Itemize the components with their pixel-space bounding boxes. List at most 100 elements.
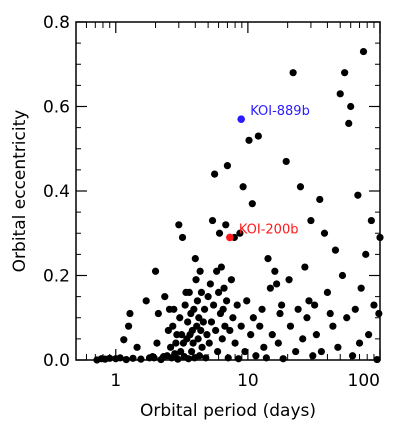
data-point xyxy=(207,318,216,326)
data-point xyxy=(233,301,241,309)
data-point xyxy=(188,347,196,356)
data-point xyxy=(212,326,220,335)
data-point xyxy=(256,322,264,330)
data-point xyxy=(373,355,381,364)
data-point xyxy=(177,347,185,356)
data-point xyxy=(197,326,205,335)
data-point xyxy=(312,331,320,339)
data-point xyxy=(331,246,340,254)
data-point xyxy=(206,280,214,288)
data-point xyxy=(170,305,178,313)
data-point xyxy=(345,119,353,127)
y-tick-label: 0.0 xyxy=(43,351,70,371)
data-point xyxy=(311,301,319,309)
data-point xyxy=(224,354,232,362)
data-point xyxy=(142,297,150,305)
data-point xyxy=(336,90,344,98)
data-point xyxy=(375,309,383,318)
data-point xyxy=(178,233,187,242)
data-point xyxy=(195,314,203,322)
data-point xyxy=(357,284,365,292)
data-point xyxy=(309,352,317,360)
data-point xyxy=(268,331,276,339)
data-point xyxy=(294,305,302,313)
plot-frame xyxy=(75,21,381,361)
data-point xyxy=(227,276,235,284)
data-point xyxy=(326,309,334,318)
data-point xyxy=(362,250,370,258)
data-point xyxy=(193,297,202,305)
data-point xyxy=(161,293,169,301)
data-point xyxy=(202,354,210,362)
data-point xyxy=(181,301,189,309)
data-point xyxy=(133,343,141,351)
data-point xyxy=(271,267,279,275)
data-point xyxy=(303,314,311,322)
data-point xyxy=(367,216,375,225)
data-point xyxy=(237,322,245,330)
data-point xyxy=(296,183,305,191)
data-point xyxy=(239,183,247,191)
data-point xyxy=(248,200,256,208)
data-point xyxy=(219,305,227,313)
data-point xyxy=(307,216,315,225)
data-point xyxy=(276,309,284,318)
data-point xyxy=(174,355,182,363)
data-point xyxy=(301,263,309,271)
data-point xyxy=(215,229,224,237)
data-point xyxy=(260,343,268,351)
data-point xyxy=(106,354,114,362)
data-point xyxy=(243,297,251,305)
data-point xyxy=(166,343,175,351)
data-point xyxy=(196,267,204,275)
data-point xyxy=(317,347,325,356)
data-point xyxy=(226,326,234,335)
data-point xyxy=(316,195,324,204)
data-point xyxy=(154,309,162,318)
data-point xyxy=(176,314,184,322)
data-point xyxy=(341,69,349,77)
data-point xyxy=(137,355,145,363)
highlighted-points: KOI-889b KOI-200b xyxy=(226,104,310,242)
data-point xyxy=(365,331,373,339)
data-point xyxy=(211,170,219,178)
data-point xyxy=(222,221,230,229)
data-point xyxy=(292,347,300,356)
data-point xyxy=(209,301,218,309)
data-point xyxy=(200,305,209,313)
data-point xyxy=(305,297,313,305)
data-point xyxy=(299,335,307,343)
data-point xyxy=(245,136,253,144)
data-point xyxy=(172,339,180,347)
data-point xyxy=(122,355,130,364)
data-point xyxy=(338,271,347,280)
data-point xyxy=(199,318,207,326)
data-point xyxy=(205,339,213,347)
data-point xyxy=(285,276,293,284)
data-point xyxy=(274,339,282,347)
annotation-koi-200b: KOI-200b xyxy=(239,222,299,237)
x-tick-label: 1 xyxy=(110,371,121,391)
data-point xyxy=(208,216,217,225)
data-point xyxy=(222,297,231,305)
data-point xyxy=(262,354,270,362)
data-point xyxy=(236,229,244,237)
y-tick-label: 0.4 xyxy=(43,182,70,202)
data-point xyxy=(203,331,211,339)
data-point xyxy=(185,288,193,296)
data-point xyxy=(220,284,228,292)
data-point xyxy=(195,352,204,360)
data-point xyxy=(184,318,192,326)
data-point xyxy=(213,267,221,275)
highlight-point-koi-889b xyxy=(237,115,245,123)
data-point xyxy=(184,355,193,363)
y-tick-label: 0.6 xyxy=(43,98,70,118)
x-tick-label: 100 xyxy=(348,371,380,391)
data-point xyxy=(190,305,198,313)
data-point xyxy=(359,47,368,56)
data-point xyxy=(355,339,364,347)
data-point xyxy=(282,157,290,166)
data-point xyxy=(279,355,287,363)
data-point xyxy=(194,335,202,343)
